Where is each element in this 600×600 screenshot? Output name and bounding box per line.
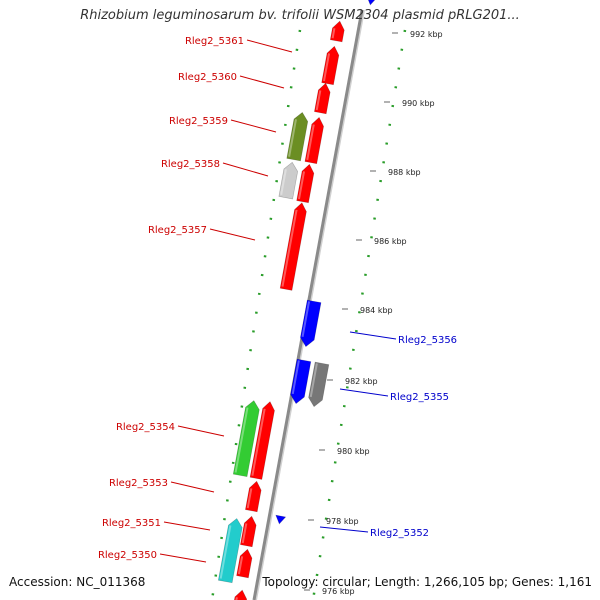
- gene-leader-line: [349, 331, 397, 340]
- minus-strand-gene: [366, 0, 378, 6]
- plus-strand-gene-highlight: [235, 597, 238, 600]
- plus-strand-gene: [279, 202, 307, 291]
- plus-strand-gene: [329, 20, 345, 43]
- plus-strand-gene-highlight: [237, 556, 244, 575]
- green-gene-shape: [232, 400, 260, 477]
- plus-strand-gene-shape: [279, 202, 307, 291]
- gene-leader-line: [222, 162, 269, 177]
- minus-strand-gene-shape: [275, 514, 287, 525]
- gene-leader-line: [319, 526, 369, 533]
- gene-leader-line: [246, 39, 293, 53]
- gene-label: Rleg2_5354: [116, 422, 175, 433]
- minus-strand-gene: [290, 358, 312, 405]
- minus-strand-gene-highlight: [291, 360, 300, 395]
- gene-label: Rleg2_5360: [178, 72, 237, 83]
- green-gene-highlight: [234, 407, 249, 473]
- plus-strand-gene-highlight: [306, 124, 315, 161]
- scale-tick-label: 990 kbp: [402, 99, 435, 108]
- gene-label: Rleg2_5352: [370, 528, 429, 539]
- plus-strand-gene-highlight: [241, 523, 248, 544]
- plus-strand-gene-shape: [304, 116, 324, 165]
- plus-strand-gene-shape: [236, 548, 253, 579]
- gene-label: Rleg2_5355: [390, 392, 449, 403]
- cyan-gene: [217, 518, 243, 584]
- plus-strand-gene: [240, 515, 257, 548]
- plus-strand-gene: [245, 480, 262, 513]
- gene-leader-line: [177, 425, 225, 437]
- gene-label: Rleg2_5356: [398, 335, 457, 346]
- plus-strand-gene: [304, 116, 324, 165]
- minus-strand-gene: [275, 514, 287, 525]
- gene-leader-line: [170, 481, 215, 493]
- scale-tick-label: 982 kbp: [345, 377, 378, 386]
- plus-strand-gene-highlight: [331, 28, 336, 39]
- plus-strand-gene-highlight: [246, 488, 253, 509]
- map-title: Rhizobium leguminosarum bv. trifolii WSM…: [80, 8, 520, 23]
- dark-gray-gene-shape: [308, 361, 330, 408]
- plus-strand-gene-shape: [249, 401, 275, 480]
- gene-leader-line: [159, 553, 207, 563]
- green-gene: [232, 400, 260, 477]
- scale-tick-label: 986 kbp: [374, 237, 407, 246]
- gray-gene-highlight: [280, 169, 287, 196]
- gene-label: Rleg2_5353: [109, 478, 168, 489]
- plus-strand-gene: [296, 163, 315, 204]
- scale-tick-label: 978 kbp: [326, 517, 359, 526]
- gene-leader-line: [163, 521, 211, 531]
- gray-gene: [278, 161, 299, 200]
- accession-text: Accession: NC_011368: [9, 575, 146, 589]
- plus-strand-gene: [249, 401, 275, 480]
- minus-strand-gene-shape: [300, 299, 322, 348]
- plus-strand-gene-shape: [329, 20, 345, 43]
- plus-strand-gene-highlight: [298, 171, 306, 200]
- left-guide-ring: [210, 29, 302, 600]
- plus-strand-gene-shape: [296, 163, 315, 204]
- genome-summary: Topology: circular; Length: 1,266,105 bp…: [262, 575, 592, 589]
- gene-label: Rleg2_5350: [98, 550, 157, 561]
- plus-strand-gene-shape: [314, 82, 331, 115]
- plus-strand-gene-highlight: [315, 90, 322, 111]
- gene-leader-line: [339, 388, 389, 397]
- gene-label: Rleg2_5357: [148, 225, 207, 236]
- minus-strand-gene: [300, 299, 322, 348]
- dark-gray-gene: [308, 361, 330, 408]
- olive-gene: [286, 111, 309, 162]
- gene-leader-line: [230, 119, 277, 133]
- plus-strand-gene-shape: [245, 480, 262, 513]
- cyan-gene-shape: [217, 518, 243, 584]
- plus-strand-gene-highlight: [323, 53, 331, 82]
- scale-tick-label: 984 kbp: [360, 306, 393, 315]
- gene-leader-line: [239, 75, 285, 89]
- gene-label: Rleg2_5358: [161, 159, 220, 170]
- plus-strand-gene-shape: [321, 45, 340, 86]
- minus-strand-gene-shape: [366, 0, 378, 6]
- scale-tick-label: 992 kbp: [410, 30, 443, 39]
- scale-tick-label: 976 kbp: [322, 587, 355, 596]
- dark-gray-gene-highlight: [309, 363, 318, 398]
- plus-strand-gene-shape: [233, 589, 248, 600]
- plus-strand-gene-highlight: [251, 408, 266, 476]
- scale-tick-label: 980 kbp: [337, 447, 370, 456]
- olive-gene-shape: [286, 111, 309, 162]
- gene-leader-line: [209, 228, 256, 241]
- minus-strand-gene-shape: [290, 358, 312, 405]
- plus-strand-gene: [233, 589, 248, 600]
- plus-strand-gene-highlight: [281, 209, 298, 287]
- right-guide-ring: [311, 29, 407, 600]
- plus-strand-gene: [236, 548, 253, 579]
- cyan-gene-highlight: [219, 525, 232, 579]
- gene-label: Rleg2_5361: [185, 36, 244, 47]
- gene-label: Rleg2_5359: [169, 116, 228, 127]
- gene-label: Rleg2_5351: [102, 518, 161, 529]
- olive-gene-highlight: [288, 119, 297, 157]
- minus-strand-gene-highlight: [301, 301, 311, 338]
- gray-gene-shape: [278, 161, 299, 200]
- plus-strand-gene: [321, 45, 340, 86]
- scale-tick-label: 988 kbp: [388, 168, 421, 177]
- plus-strand-gene-shape: [240, 515, 257, 548]
- plus-strand-gene: [314, 82, 331, 115]
